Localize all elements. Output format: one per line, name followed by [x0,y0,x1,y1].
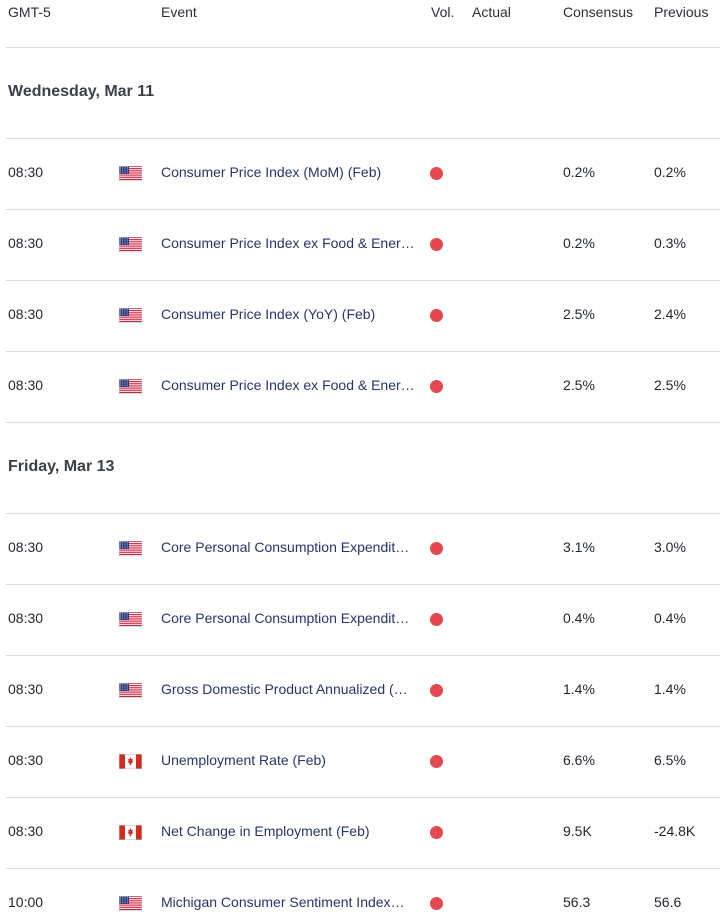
event-header: Event [161,4,197,20]
consensus-value: 0.4% [563,610,595,626]
row-divider [6,280,720,281]
actual-header: Actual [472,4,511,20]
event-row[interactable]: 08:30 Core Personal Consumption Expendit…… [0,610,720,630]
row-divider [6,868,720,869]
consensus-value: 2.5% [563,306,595,322]
high-volatility-icon [430,542,443,555]
previous-value: 0.2% [654,164,686,180]
consensus-value: 0.2% [563,235,595,251]
event-row[interactable]: 08:30 Core Personal Consumption Expendit…… [0,539,720,559]
previous-value: 3.0% [654,539,686,555]
high-volatility-icon [430,309,443,322]
high-volatility-icon [430,897,443,910]
event-name-link[interactable]: Consumer Price Index ex Food & Ener… [161,235,415,251]
high-volatility-icon [430,613,443,626]
event-name-link[interactable]: Consumer Price Index (YoY) (Feb) [161,306,376,322]
canada-flag-icon [119,754,142,769]
day-heading: Friday, Mar 13 [8,458,115,475]
event-row[interactable]: 08:30 Consumer Price Index ex Food & Ener… [0,377,720,397]
event-row[interactable]: 08:30 Consumer Price Index ex Food & Ener… [0,235,720,255]
consensus-value: 56.3 [563,894,591,910]
event-row[interactable]: 08:30 Consumer Price Index (YoY) (Feb) 2.5… [0,306,720,326]
event-row[interactable]: 08:30 Unemployment Rate (Feb) 6.6% 6.5% [0,752,720,772]
event-name-link[interactable]: Consumer Price Index ex Food & Ener… [161,377,415,393]
event-time: 08:30 [8,610,44,626]
consensus-value: 6.6% [563,752,595,768]
row-divider [6,655,720,656]
us-flag-icon [119,896,142,911]
high-volatility-icon [430,755,443,768]
timezone-header[interactable]: GMT-5 [8,4,51,20]
consensus-header: Consensus [563,4,634,20]
event-time: 08:30 [8,539,44,555]
us-flag-icon [119,308,142,323]
volatility-header: Vol. [431,4,455,20]
event-time: 08:30 [8,681,44,697]
previous-value: 56.6 [654,894,682,910]
event-time: 08:30 [8,823,44,839]
canada-flag-icon [119,825,142,840]
event-time: 08:30 [8,306,44,322]
event-row[interactable]: 08:30 Net Change in Employment (Feb) 9.5K -… [0,823,720,843]
consensus-value: 9.5K [563,823,592,839]
table-header: GMT-5 Event Vol. Actual Consensus Previo… [0,0,720,28]
event-time: 08:30 [8,235,44,251]
event-row[interactable]: 08:30 Gross Domestic Product Annualized (… [0,681,720,701]
us-flag-icon [119,683,142,698]
previous-header: Previous [654,4,709,20]
event-time: 10:00 [8,894,44,910]
us-flag-icon [119,541,142,556]
us-flag-icon [119,237,142,252]
high-volatility-icon [430,684,443,697]
previous-value: -24.8K [654,823,696,839]
row-divider [6,797,720,798]
event-time: 08:30 [8,164,44,180]
us-flag-icon [119,612,142,627]
consensus-value: 2.5% [563,377,595,393]
row-divider [6,138,720,139]
row-divider [6,209,720,210]
row-divider [6,584,720,585]
high-volatility-icon [430,380,443,393]
previous-value: 2.4% [654,306,686,322]
high-volatility-icon [430,826,443,839]
previous-value: 0.4% [654,610,686,626]
event-name-link[interactable]: Gross Domestic Product Annualized (… [161,681,408,697]
previous-value: 0.3% [654,235,686,251]
high-volatility-icon [430,167,443,180]
row-divider [6,351,720,352]
event-name-link[interactable]: Core Personal Consumption Expendit… [161,539,410,555]
event-time: 08:30 [8,377,44,393]
day-heading: Wednesday, Mar 11 [8,83,155,100]
event-row[interactable]: 10:00 Michigan Consumer Sentiment Index… 5… [0,894,720,914]
us-flag-icon [119,166,142,181]
previous-value: 2.5% [654,377,686,393]
consensus-value: 3.1% [563,539,595,555]
event-name-link[interactable]: Net Change in Employment (Feb) [161,823,370,839]
event-name-link[interactable]: Unemployment Rate (Feb) [161,752,326,768]
event-name-link[interactable]: Michigan Consumer Sentiment Index… [161,894,405,910]
previous-value: 6.5% [654,752,686,768]
event-row[interactable]: 08:30 Consumer Price Index (MoM) (Feb) 0.2… [0,164,720,184]
event-name-link[interactable]: Consumer Price Index (MoM) (Feb) [161,164,382,180]
row-divider [6,47,720,48]
event-name-link[interactable]: Core Personal Consumption Expendit… [161,610,410,626]
row-divider [6,513,720,514]
previous-value: 1.4% [654,681,686,697]
row-divider [6,726,720,727]
consensus-value: 1.4% [563,681,595,697]
row-divider [6,422,720,423]
high-volatility-icon [430,238,443,251]
consensus-value: 0.2% [563,164,595,180]
event-time: 08:30 [8,752,44,768]
us-flag-icon [119,379,142,394]
